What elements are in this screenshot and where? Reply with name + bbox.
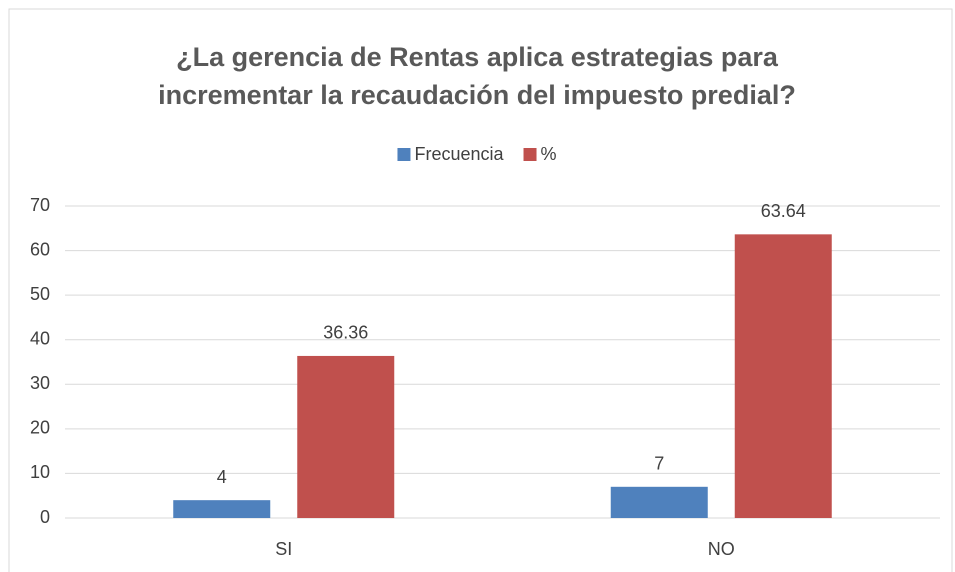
y-tick-label: 0 — [40, 507, 50, 527]
bar — [734, 234, 832, 519]
legend-label: % — [541, 144, 557, 164]
legend-swatch — [523, 148, 537, 161]
y-tick-label: 40 — [30, 328, 50, 348]
legend-label: Frecuencia — [414, 144, 504, 164]
chart-border — [8, 8, 953, 572]
y-tick-label: 10 — [30, 462, 50, 482]
data-label: 4 — [217, 467, 227, 487]
data-label: 36.36 — [323, 323, 368, 343]
chart-title: ¿La gerencia de Rentas aplica estrategia… — [158, 42, 796, 110]
y-tick-label: 20 — [30, 418, 50, 438]
y-tick-label: 60 — [30, 239, 50, 259]
y-tick-label: 50 — [30, 284, 50, 304]
bar — [610, 486, 708, 518]
legend-swatch — [397, 148, 411, 161]
y-tick-label: 70 — [30, 195, 50, 215]
data-label: 7 — [654, 454, 664, 474]
x-tick-label: NO — [708, 539, 735, 559]
y-tick-label: 30 — [30, 373, 50, 393]
bar — [297, 355, 395, 518]
bar — [173, 500, 271, 518]
x-tick-label: SI — [275, 539, 292, 559]
data-label: 63.64 — [761, 201, 806, 221]
